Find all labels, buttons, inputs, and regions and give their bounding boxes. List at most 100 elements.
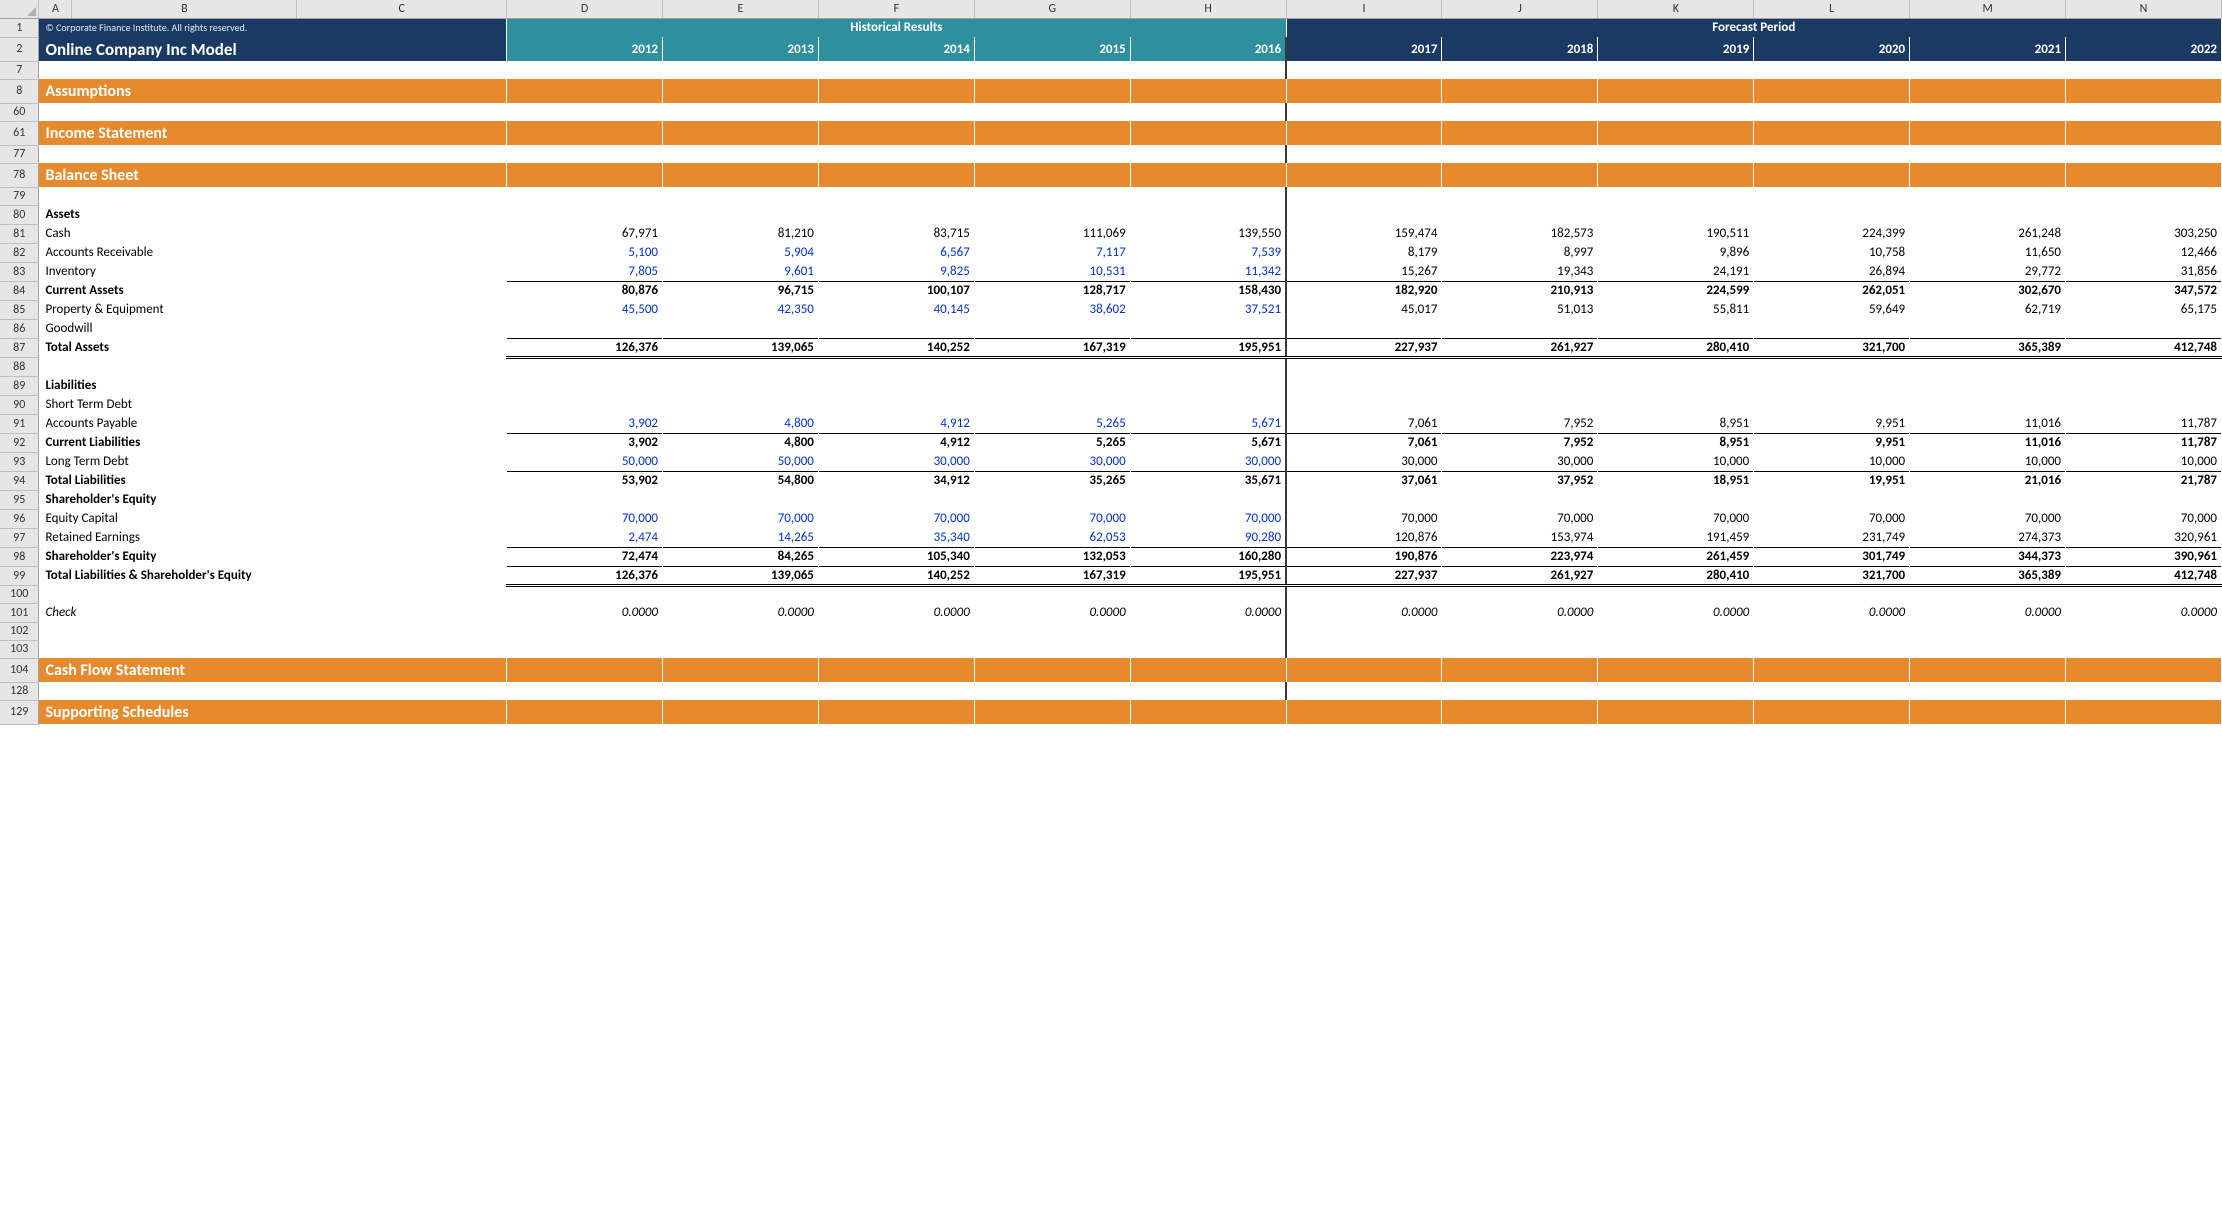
- col-header[interactable]: E: [663, 0, 819, 18]
- cell[interactable]: 126,376: [507, 338, 663, 357]
- cell[interactable]: 70,000: [1286, 509, 1442, 528]
- cell[interactable]: 0.0000: [663, 603, 819, 622]
- cell[interactable]: [1598, 357, 1754, 376]
- row-102[interactable]: 102: [0, 622, 2222, 640]
- col-header[interactable]: H: [1130, 0, 1286, 18]
- table-row[interactable]: 87Total Assets126,376139,065140,252167,3…: [0, 338, 2222, 357]
- row-header[interactable]: 8: [0, 79, 39, 103]
- cell[interactable]: 65,175: [2066, 300, 2222, 319]
- cell[interactable]: [663, 395, 819, 414]
- cell[interactable]: 390,961: [2066, 547, 2222, 566]
- row-header[interactable]: 80: [0, 205, 39, 224]
- cell[interactable]: [1598, 490, 1754, 509]
- cell[interactable]: 37,952: [1442, 471, 1598, 490]
- cell[interactable]: 280,410: [1598, 566, 1754, 585]
- cell[interactable]: 37,521: [1130, 300, 1286, 319]
- cell[interactable]: 80,876: [507, 281, 663, 300]
- row-header[interactable]: 91: [0, 414, 39, 433]
- cell[interactable]: 19,343: [1442, 262, 1598, 281]
- cell[interactable]: 35,340: [818, 528, 974, 547]
- row-header[interactable]: 128: [0, 682, 39, 700]
- cell[interactable]: 261,459: [1598, 547, 1754, 566]
- row-100[interactable]: 100: [0, 585, 2222, 603]
- cell[interactable]: 120,876: [1286, 528, 1442, 547]
- cell[interactable]: 7,061: [1286, 433, 1442, 452]
- year-cell[interactable]: 2012: [507, 37, 663, 61]
- cell[interactable]: 227,937: [1286, 338, 1442, 357]
- cell[interactable]: 140,252: [818, 566, 974, 585]
- cell[interactable]: 51,013: [1442, 300, 1598, 319]
- cell[interactable]: [1754, 319, 1910, 338]
- cell[interactable]: [663, 490, 819, 509]
- cell[interactable]: [1910, 357, 2066, 376]
- cell[interactable]: [1442, 376, 1598, 395]
- cell[interactable]: [507, 490, 663, 509]
- table-row[interactable]: 90Short Term Debt: [0, 395, 2222, 414]
- cell[interactable]: [507, 376, 663, 395]
- cell[interactable]: [974, 490, 1130, 509]
- cell[interactable]: [2066, 490, 2222, 509]
- cell[interactable]: [1754, 357, 1910, 376]
- cell[interactable]: 344,373: [1910, 547, 2066, 566]
- cell[interactable]: 11,650: [1910, 243, 2066, 262]
- year-cell[interactable]: 2014: [818, 37, 974, 61]
- cell[interactable]: 111,069: [974, 224, 1130, 243]
- cell[interactable]: 14,265: [663, 528, 819, 547]
- cell[interactable]: [1286, 376, 1442, 395]
- cell[interactable]: 347,572: [2066, 281, 2222, 300]
- cell[interactable]: 0.0000: [1130, 603, 1286, 622]
- cell[interactable]: 5,265: [974, 414, 1130, 433]
- cell[interactable]: [507, 395, 663, 414]
- cell[interactable]: 0.0000: [818, 603, 974, 622]
- cell[interactable]: [974, 357, 1130, 376]
- cell[interactable]: [2066, 395, 2222, 414]
- cell[interactable]: 30,000: [1130, 452, 1286, 471]
- row-79[interactable]: 79: [0, 187, 2222, 205]
- cell[interactable]: 70,000: [2066, 509, 2222, 528]
- row-61-income[interactable]: 61 Income Statement: [0, 121, 2222, 145]
- row-header[interactable]: 1: [0, 18, 39, 37]
- table-row[interactable]: 98Shareholder's Equity72,47484,265105,34…: [0, 547, 2222, 566]
- cell[interactable]: 10,000: [1910, 452, 2066, 471]
- cell[interactable]: 160,280: [1130, 547, 1286, 566]
- cell[interactable]: 0.0000: [1598, 603, 1754, 622]
- cell[interactable]: 5,671: [1130, 433, 1286, 452]
- cell[interactable]: 12,466: [2066, 243, 2222, 262]
- cell[interactable]: 70,000: [507, 509, 663, 528]
- cell[interactable]: 195,951: [1130, 566, 1286, 585]
- cell[interactable]: 0.0000: [1442, 603, 1598, 622]
- year-cell[interactable]: 2017: [1286, 37, 1442, 61]
- cell[interactable]: [1130, 376, 1286, 395]
- year-cell[interactable]: 2021: [1910, 37, 2066, 61]
- cell[interactable]: [1130, 319, 1286, 338]
- year-cell[interactable]: 2016: [1130, 37, 1286, 61]
- cell[interactable]: 139,065: [663, 566, 819, 585]
- cell[interactable]: 5,100: [507, 243, 663, 262]
- cell[interactable]: 34,912: [818, 471, 974, 490]
- cell[interactable]: 365,389: [1910, 566, 2066, 585]
- cell[interactable]: 190,876: [1286, 547, 1442, 566]
- row-2[interactable]: 2 Online Company Inc Model 2012 2013 201…: [0, 37, 2222, 61]
- select-all-corner[interactable]: [0, 0, 39, 18]
- cell[interactable]: 70,000: [974, 509, 1130, 528]
- cell[interactable]: [1910, 395, 2066, 414]
- cell[interactable]: 195,951: [1130, 338, 1286, 357]
- cell[interactable]: 8,951: [1598, 414, 1754, 433]
- cell[interactable]: 158,430: [1130, 281, 1286, 300]
- row-103[interactable]: 103: [0, 640, 2222, 658]
- row-1[interactable]: 1 © Corporate Finance Institute. All rig…: [0, 18, 2222, 37]
- cell[interactable]: 62,053: [974, 528, 1130, 547]
- cell[interactable]: 412,748: [2066, 338, 2222, 357]
- cell[interactable]: [2066, 376, 2222, 395]
- col-header[interactable]: L: [1754, 0, 1910, 18]
- table-row[interactable]: 96Equity Capital70,00070,00070,00070,000…: [0, 509, 2222, 528]
- cell[interactable]: 11,787: [2066, 433, 2222, 452]
- cell[interactable]: 139,550: [1130, 224, 1286, 243]
- table-row[interactable]: 99Total Liabilities & Shareholder's Equi…: [0, 566, 2222, 585]
- cell[interactable]: 3,902: [507, 414, 663, 433]
- cell[interactable]: [1910, 376, 2066, 395]
- table-row[interactable]: 86Goodwill: [0, 319, 2222, 338]
- cell[interactable]: 4,800: [663, 433, 819, 452]
- cell[interactable]: 126,376: [507, 566, 663, 585]
- row-header[interactable]: 129: [0, 700, 39, 724]
